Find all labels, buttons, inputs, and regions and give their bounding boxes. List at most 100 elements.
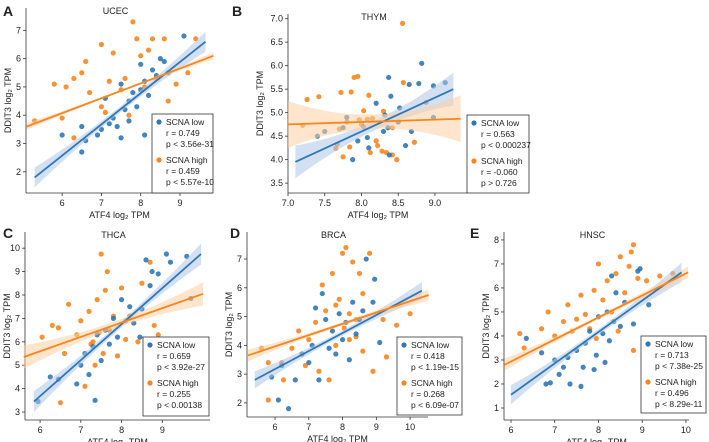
scna-high-regression-line xyxy=(23,292,204,358)
scna-high-point xyxy=(339,250,346,256)
scna-high-point xyxy=(63,84,69,90)
scna-high-point xyxy=(149,36,156,42)
scna-low-regression-line xyxy=(34,40,207,179)
scna-low-point xyxy=(539,350,545,356)
legend-p-value: p < 7.38e-25 xyxy=(655,361,703,371)
scna-high-point xyxy=(333,342,339,348)
legend-marker xyxy=(156,119,162,125)
y-tick-label: 6.0 xyxy=(270,61,283,71)
scna-high-point xyxy=(355,73,361,80)
scna-low-point xyxy=(163,251,169,257)
y-tick-label: 1 xyxy=(494,403,499,413)
scna-high-point xyxy=(407,311,413,317)
scna-low-point xyxy=(306,360,312,366)
scna-high-point xyxy=(521,345,527,351)
x-tick-label: 10 xyxy=(681,425,691,435)
scna-high-point xyxy=(49,322,55,329)
legend-marker xyxy=(471,120,477,126)
scna-low-point xyxy=(134,104,140,110)
legend-box xyxy=(142,336,210,417)
scna-high-point xyxy=(595,261,602,267)
legend-series-name: SCNA high xyxy=(481,156,523,166)
y-tick-label: 2 xyxy=(494,379,499,389)
scna-low-point xyxy=(142,132,148,138)
scna-low-point xyxy=(285,406,292,412)
scna-low-point xyxy=(613,290,619,296)
legend-p-value: p < 8.29e-11 xyxy=(655,399,703,409)
scna-high-point xyxy=(348,89,354,95)
scna-low-point xyxy=(402,142,409,149)
y-tick-label: 4 xyxy=(16,110,21,120)
scna-high-point xyxy=(304,96,310,103)
scna-high-point xyxy=(643,278,650,284)
scna-high-point xyxy=(98,251,104,257)
legend-marker xyxy=(645,341,651,347)
scna-high-point xyxy=(657,273,663,279)
scna-high-point xyxy=(165,98,171,104)
scna-low-point xyxy=(130,89,136,96)
scna-high-point xyxy=(79,70,85,76)
legend-r-value: r = 0.749 xyxy=(166,128,200,138)
y-tick-label: 3.5 xyxy=(270,178,283,188)
y-tick-label: 5.5 xyxy=(270,84,283,94)
scna-low-point xyxy=(149,67,156,73)
scna-low-point xyxy=(143,257,149,263)
scna-high-point xyxy=(104,268,110,275)
y-tick-label: 5.0 xyxy=(270,108,283,118)
scna-high-point xyxy=(591,287,597,293)
scna-high-point xyxy=(135,339,141,345)
scna-high-point xyxy=(394,157,400,163)
legend-r-value: r = 0.268 xyxy=(411,389,445,399)
y-tick-label: 3 xyxy=(16,138,21,148)
scna-high-point xyxy=(340,154,346,160)
legend-r-value: r = 0.459 xyxy=(166,166,200,176)
scna-high-point xyxy=(604,278,610,284)
panel-brca: D BRCA 6 7 8 9 10 2 3 4 5 6 7 ATF4 log₂ TPM DDIT3 log₂… xyxy=(224,225,463,442)
y-tick-label: 4.0 xyxy=(270,155,283,165)
scna-low-point xyxy=(363,256,369,262)
scna-high-point xyxy=(366,250,373,256)
scna-low-point xyxy=(114,123,120,130)
scna-low-point xyxy=(617,323,623,329)
scna-high-point xyxy=(360,348,366,354)
scna-low-point xyxy=(406,81,412,88)
scna-high-point xyxy=(326,377,332,383)
scna-high-point xyxy=(360,290,366,297)
x-axis-label: ATF4 log₂ TPM xyxy=(89,210,150,220)
scna-high-point xyxy=(338,89,344,96)
scna-low-point xyxy=(118,135,124,141)
legend-box xyxy=(396,336,463,416)
y-axis-label: DDIT3 log₂ TPM xyxy=(2,293,12,358)
scna-high-point xyxy=(350,259,356,265)
scna-low-point xyxy=(145,92,152,99)
scna-low-point xyxy=(646,302,652,308)
scna-high-point xyxy=(110,50,116,56)
x-tick-label: 9 xyxy=(640,425,645,435)
y-tick-label: 5 xyxy=(15,360,20,370)
y-tick-label: 10 xyxy=(10,243,20,253)
legend-series-name: SCNA high xyxy=(157,378,199,388)
scna-high-point xyxy=(102,287,108,293)
scna-low-point xyxy=(86,371,92,378)
x-tick-label: 9.0 xyxy=(429,198,442,208)
scna-high-point xyxy=(147,259,153,265)
scna-low-point xyxy=(118,81,124,87)
panel-thca: C THCA 6 7 8 9 3 4 5 6 7 8 9 10 ATF4 log₂ TPM DDIT3 log… xyxy=(2,225,210,442)
scna-high-point xyxy=(130,19,136,25)
legend-marker xyxy=(147,380,153,386)
y-tick-label: 7 xyxy=(494,259,499,269)
scna-high-point xyxy=(574,316,580,322)
scna-low-point xyxy=(98,357,104,364)
y-tick-label: 5 xyxy=(237,312,242,322)
scna-high-regression-line xyxy=(287,117,461,126)
scna-low-point xyxy=(578,383,584,389)
scna-high-point xyxy=(366,92,372,98)
scna-high-point xyxy=(139,280,145,286)
scna-high-point xyxy=(346,337,352,343)
legend-p-value: p > 0.726 xyxy=(481,178,517,188)
scna-high-point xyxy=(126,112,132,118)
scna-low-point xyxy=(602,359,608,365)
scna-high-point xyxy=(185,70,191,76)
legend-p-value: p < 3.56e-31 xyxy=(166,139,214,149)
